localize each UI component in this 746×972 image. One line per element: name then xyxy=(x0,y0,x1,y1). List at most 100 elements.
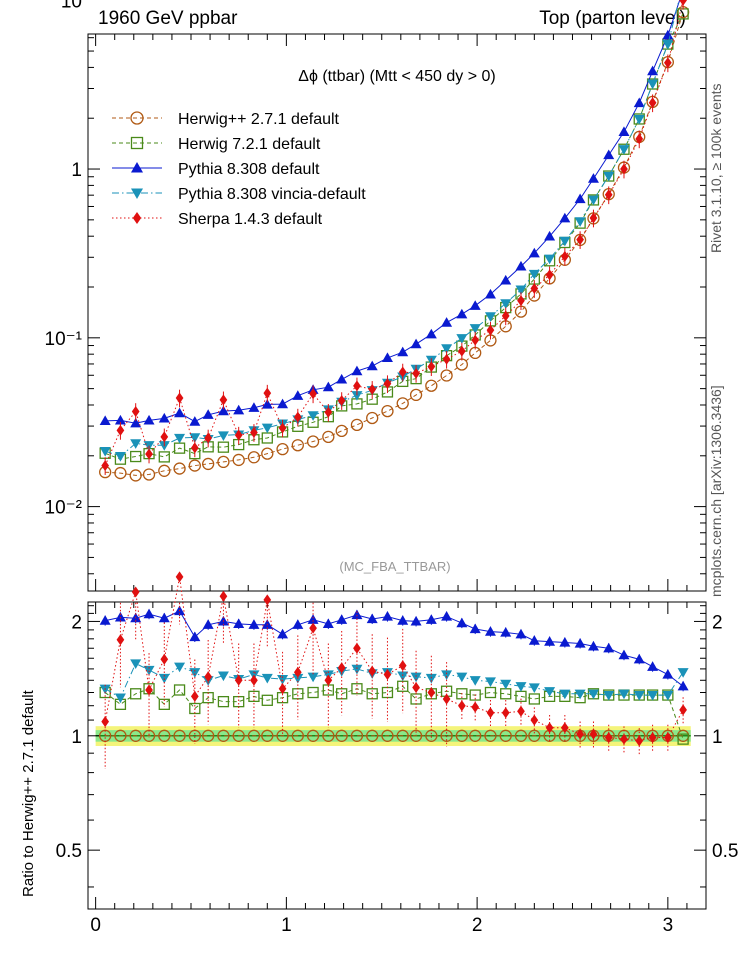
data-point xyxy=(544,254,556,265)
ratio-point xyxy=(309,622,317,634)
ratio-point xyxy=(501,707,510,719)
ratio-point xyxy=(647,661,659,671)
ratio-point xyxy=(515,682,527,692)
ratio-point xyxy=(397,680,409,692)
ratio-point xyxy=(425,673,437,684)
axes-frames xyxy=(87,33,707,910)
data-point xyxy=(217,455,230,469)
data-point xyxy=(561,250,569,262)
ratio-point xyxy=(412,682,420,694)
legend-entry-herwig-2-7-1-default: Herwig++ 2.7.1 default xyxy=(112,111,340,128)
data-point xyxy=(101,460,110,472)
data-point xyxy=(350,418,364,432)
legend-entry-pythia-8-308-default: Pythia 8.308 default xyxy=(112,161,320,178)
ratio-point xyxy=(484,677,496,687)
series-line xyxy=(104,0,684,466)
data-point xyxy=(99,447,111,457)
data-point xyxy=(261,447,274,460)
data-point xyxy=(647,65,659,76)
series-ratio-line xyxy=(105,610,684,687)
data-point xyxy=(351,365,363,376)
ratio-point xyxy=(293,666,302,678)
data-point xyxy=(383,378,392,390)
ratio-point xyxy=(99,615,111,625)
data-point xyxy=(530,282,539,294)
ratio-point xyxy=(517,705,525,717)
data-point xyxy=(306,435,320,448)
ratio-point xyxy=(398,660,407,672)
data-point xyxy=(232,453,245,467)
data-point xyxy=(647,79,659,90)
series-herwig-7-2-1-default xyxy=(99,8,689,745)
ratio-point xyxy=(101,716,110,728)
data-point xyxy=(188,459,201,472)
ratio-point xyxy=(561,722,569,734)
data-point xyxy=(662,39,674,50)
ratio-point xyxy=(114,729,127,742)
ratio-point xyxy=(173,684,186,696)
ratio-point xyxy=(217,671,229,682)
data-point xyxy=(114,466,127,480)
ratio-point xyxy=(442,693,451,705)
data-point xyxy=(336,373,348,384)
header-right: Top (parton level) xyxy=(539,8,686,29)
ratio-point xyxy=(456,688,468,700)
ratio-point xyxy=(441,611,453,621)
y-tick-label: 10⁻² xyxy=(45,498,83,519)
x-tick-label: 1 xyxy=(281,915,292,936)
ratio-point xyxy=(130,688,142,700)
ratio-point xyxy=(307,672,319,683)
ratio-point xyxy=(322,729,335,742)
ratio-point xyxy=(410,672,422,683)
data-point xyxy=(603,171,615,182)
legend-label: Herwig++ 2.7.1 default xyxy=(178,111,340,128)
ratio-point xyxy=(679,704,687,716)
legend-marker xyxy=(130,136,144,150)
data-point xyxy=(633,114,645,125)
data-point xyxy=(291,439,304,452)
ratio-point xyxy=(469,676,481,686)
ratio-point xyxy=(160,653,169,665)
x-tick-label: 3 xyxy=(663,915,674,936)
ratio-point xyxy=(351,609,363,620)
data-point xyxy=(515,285,527,296)
data-point xyxy=(143,414,155,425)
ratio-point xyxy=(677,668,689,678)
data-point xyxy=(261,398,273,409)
ratio-point xyxy=(190,690,199,702)
ratio-point xyxy=(559,689,571,700)
ratio-point xyxy=(277,674,289,685)
legend-label: Herwig 7.2.1 default xyxy=(178,136,321,153)
ratio-point xyxy=(368,665,377,677)
ratio-point xyxy=(306,729,320,742)
data-point xyxy=(500,299,512,309)
ratio-y-tick-label: 0.5 xyxy=(56,841,82,862)
ratio-point xyxy=(261,673,273,684)
ratio-point xyxy=(158,698,170,710)
ratio-point xyxy=(484,729,497,742)
ratio-point xyxy=(484,686,497,699)
ratio-point xyxy=(335,729,348,742)
ratio-point xyxy=(351,683,363,695)
data-point xyxy=(648,97,657,109)
data-point xyxy=(174,433,186,444)
ratio-point xyxy=(410,615,422,626)
main-panel-frame xyxy=(87,33,707,592)
ratio-point xyxy=(574,637,586,648)
ratio-point xyxy=(544,636,556,646)
ratio-point xyxy=(381,611,393,621)
ratio-point xyxy=(544,687,556,697)
data-point xyxy=(158,412,170,423)
ratio-point xyxy=(353,642,361,654)
data-point xyxy=(559,236,571,247)
legend-marker xyxy=(130,111,144,125)
ratio-point xyxy=(500,627,512,637)
data-point xyxy=(307,411,319,421)
data-point xyxy=(217,441,230,453)
series-pythia-8-308-vincia-default xyxy=(99,0,689,704)
data-point xyxy=(145,448,153,460)
data-point xyxy=(618,126,630,137)
ratio-point xyxy=(530,714,539,726)
data-point xyxy=(412,367,420,379)
